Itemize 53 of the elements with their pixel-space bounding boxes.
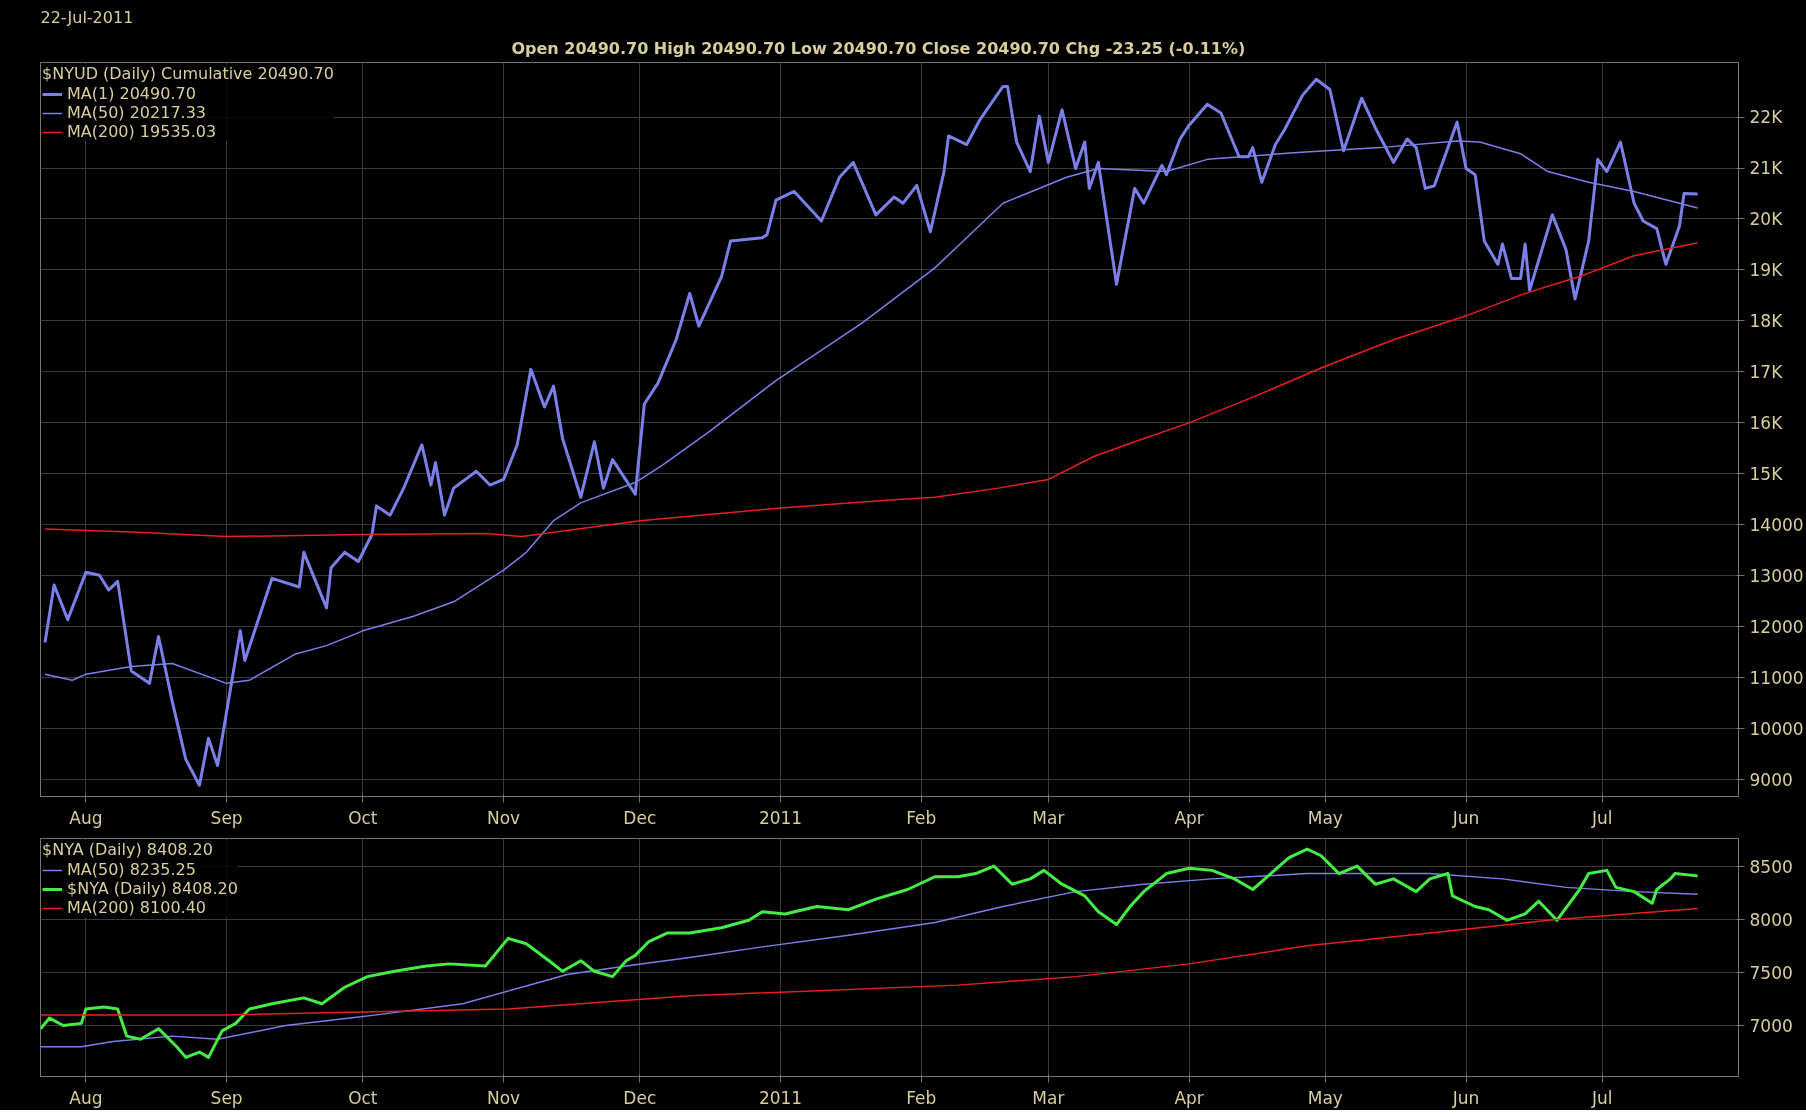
y-tick-label: 10000 bbox=[1749, 718, 1804, 739]
x-tick-label: Feb bbox=[906, 1087, 937, 1108]
y-tick-label: 13000 bbox=[1749, 565, 1804, 586]
x-tick-label: Oct bbox=[348, 807, 378, 828]
legend-label: MA(50) 8235.25 bbox=[67, 860, 196, 879]
x-tick-label: Sep bbox=[210, 1087, 243, 1108]
x-tick-label: Jun bbox=[1451, 1087, 1480, 1108]
x-tick-label: Apr bbox=[1174, 807, 1204, 828]
x-tick-label: May bbox=[1307, 807, 1343, 828]
y-tick-label: 7000 bbox=[1749, 1016, 1793, 1036]
x-tick-label: 2011 bbox=[758, 807, 803, 828]
y-tick-label: 22K bbox=[1749, 107, 1784, 128]
y-tick-label: 19K bbox=[1749, 259, 1784, 280]
chart-title: 22-Jul-2011 bbox=[40, 7, 134, 27]
x-tick-label: Aug bbox=[69, 1087, 103, 1108]
y-tick-label: 8000 bbox=[1749, 909, 1793, 930]
y-tick-label: 14000 bbox=[1749, 514, 1804, 535]
x-tick-label: Nov bbox=[487, 1087, 521, 1108]
x-tick-label: Nov bbox=[487, 807, 521, 828]
y-tick-label: 7500 bbox=[1749, 962, 1793, 983]
y-tick-label: 21K bbox=[1749, 158, 1784, 179]
y-tick-label: 8500 bbox=[1749, 856, 1793, 877]
y-tick-label: 17K bbox=[1749, 361, 1784, 382]
legend-label: MA(200) 8100.40 bbox=[67, 898, 207, 917]
x-tick-label: Jul bbox=[1591, 1087, 1613, 1108]
x-tick-label: 2011 bbox=[758, 1087, 803, 1108]
x-tick-label: Jul bbox=[1591, 807, 1613, 828]
x-tick-label: Sep bbox=[210, 807, 243, 828]
y-tick-label: 16K bbox=[1749, 412, 1784, 433]
x-tick-label: Mar bbox=[1032, 807, 1065, 828]
chart-subtitle: Open 20490.70 High 20490.70 Low 20490.70 Close 20490.70 Chg -23.25 (-0.11%) bbox=[511, 38, 1246, 58]
x-tick-label: Mar bbox=[1032, 1087, 1065, 1108]
x-tick-label: May bbox=[1307, 1087, 1343, 1108]
legend-title: $NYA (Daily) 8408.20 bbox=[42, 840, 214, 859]
line-series bbox=[44, 241, 1699, 538]
y-tick-label: 20K bbox=[1749, 208, 1784, 229]
x-tick-label: Feb bbox=[906, 807, 937, 828]
y-tick-label: 11000 bbox=[1749, 667, 1804, 688]
legend-label: MA(1) 20490.70 bbox=[67, 84, 196, 103]
legend-title: $NYUD (Daily) Cumulative 20490.70 bbox=[42, 64, 334, 83]
y-tick-label: 9000 bbox=[1749, 769, 1793, 790]
y-tick-label: 15K bbox=[1749, 463, 1784, 484]
y-tick-label: 12000 bbox=[1749, 616, 1804, 637]
x-tick-label: Jun bbox=[1451, 807, 1480, 828]
legend-label: MA(50) 20217.33 bbox=[67, 103, 207, 122]
legend-label: $NYA (Daily) 8408.20 bbox=[67, 879, 238, 898]
y-tick-label: 18K bbox=[1749, 310, 1784, 331]
x-tick-label: Apr bbox=[1174, 1087, 1204, 1108]
x-tick-label: Oct bbox=[348, 1087, 378, 1108]
legend-label: MA(200) 19535.03 bbox=[67, 122, 217, 141]
x-tick-label: Dec bbox=[623, 1087, 657, 1108]
x-tick-label: Dec bbox=[623, 807, 657, 828]
x-tick-label: Aug bbox=[69, 807, 103, 828]
